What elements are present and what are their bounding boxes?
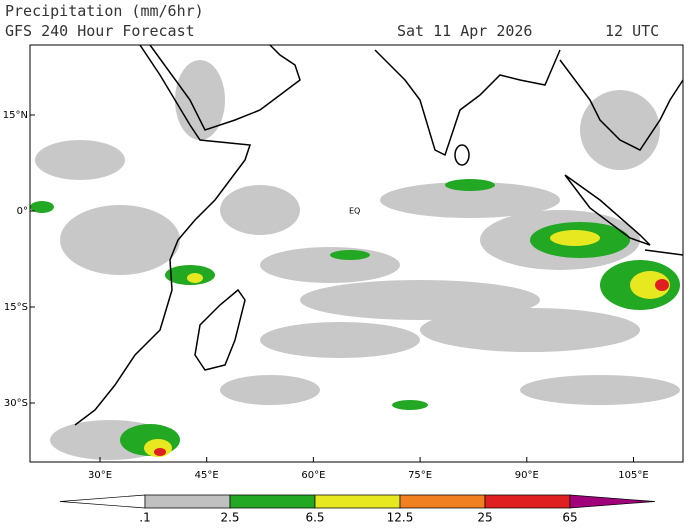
lon-label: 60°E <box>301 470 325 481</box>
colorbar-swatch <box>569 494 656 509</box>
lon-label: 30°E <box>88 470 112 481</box>
equator-label: EQ <box>349 207 360 216</box>
lon-label: 90°E <box>515 470 539 481</box>
colorbar-swatch <box>399 494 486 509</box>
date: Sat 11 Apr 2026 <box>397 22 532 40</box>
colorbar-swatch <box>229 494 316 509</box>
time: 12 UTC <box>605 22 659 40</box>
rain-intense <box>154 279 669 456</box>
colorbar-label: .1 <box>139 511 150 525</box>
colorbar-swatch <box>314 494 401 509</box>
lon-label: 75°E <box>408 470 432 481</box>
title: Precipitation (mm/6hr) <box>5 2 204 20</box>
colorbar-swatch <box>484 494 571 509</box>
colorbar-label: 25 <box>477 511 492 525</box>
map-border <box>29 44 684 463</box>
lat-label: 0° <box>17 206 28 217</box>
colorbar-label: 12.5 <box>387 511 414 525</box>
subtitle: GFS 240 Hour Forecast <box>5 22 195 40</box>
lat-label: 30°S <box>4 398 28 409</box>
map: EQ <box>29 44 684 463</box>
coastlines <box>74 44 684 426</box>
lon-label: 45°E <box>195 470 219 481</box>
colorbar-label: 65 <box>562 511 577 525</box>
colorbar-label: 2.5 <box>220 511 239 525</box>
lat-label: 15°S <box>4 302 28 313</box>
lat-label: 15°N <box>3 110 28 121</box>
colorbar-swatch <box>59 494 146 509</box>
colorbar-swatch <box>144 494 231 509</box>
lon-label: 105°E <box>618 470 648 481</box>
colorbar-label: 6.5 <box>305 511 324 525</box>
